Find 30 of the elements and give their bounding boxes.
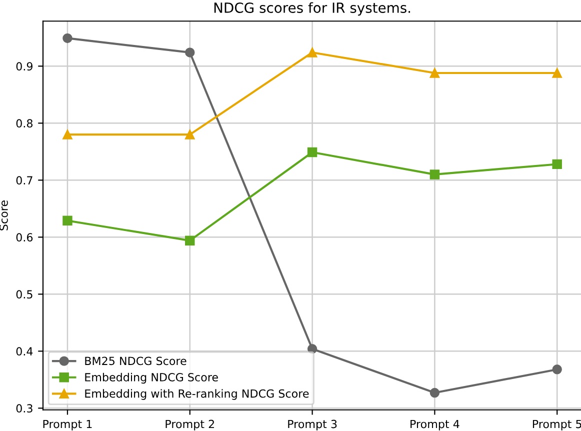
- x-tick-label: Prompt 2: [166, 420, 214, 430]
- x-tick-label: Prompt 5: [532, 420, 581, 430]
- y-tick-label: 0.4: [16, 347, 33, 356]
- point: [62, 216, 72, 226]
- point: [552, 159, 562, 170]
- point: [307, 48, 318, 58]
- chart-title: NDCG scores for IR systems.: [214, 2, 410, 16]
- y-tick-label: 0.5: [16, 290, 32, 299]
- legend-label: Embedding with Re-ranking NDCG Score: [85, 389, 309, 400]
- y-tick-label: 0.9: [16, 62, 32, 71]
- point: [430, 170, 440, 180]
- point: [430, 388, 440, 398]
- point: [185, 130, 195, 140]
- y-tick-label: 0.3: [16, 404, 32, 413]
- point: [307, 147, 318, 158]
- y-tick-label: 0.8: [16, 119, 33, 128]
- y-tick-label: 0.6: [16, 233, 33, 242]
- legend-label: BM25 NDCG Score: [85, 356, 186, 366]
- point: [185, 48, 195, 58]
- point: [185, 236, 195, 246]
- x-tick-label: Prompt 4: [410, 420, 460, 430]
- point: [62, 33, 72, 44]
- point: [62, 130, 72, 140]
- legend-label: Embedding NDCG Score: [85, 372, 218, 384]
- point: [552, 364, 562, 374]
- point: [552, 68, 562, 78]
- x-tick-label: Prompt 3: [288, 420, 337, 430]
- point: [430, 68, 440, 78]
- y-tick-label: 0.7: [16, 176, 32, 185]
- x-tick-label: Prompt 1: [43, 420, 92, 430]
